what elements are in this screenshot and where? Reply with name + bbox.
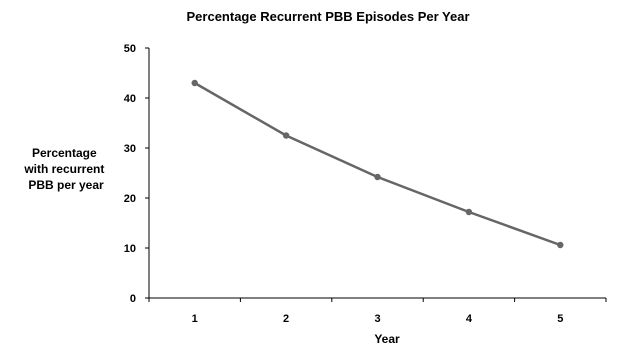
y-tick-label: 50: [124, 43, 136, 55]
y-tick-label: 40: [124, 93, 136, 105]
y-tick-label: 0: [130, 293, 136, 305]
data-point: [557, 241, 564, 249]
y-tick-label: 10: [124, 243, 136, 255]
x-tick-label: 3: [374, 313, 380, 325]
x-tick-label: 4: [466, 313, 473, 325]
y-axis-label-line-3: PBB per year: [28, 178, 104, 192]
x-axis-label: Year: [374, 332, 400, 346]
data-point: [374, 173, 381, 181]
y-tick-label: 20: [124, 193, 136, 205]
y-tick-label: 30: [124, 143, 136, 155]
x-tick-label: 2: [283, 313, 289, 325]
plot-area: [191, 79, 564, 249]
y-axis-label-line-2: with recurrent: [23, 162, 104, 176]
y-axis-label: Percentage with recurrent PBB per year: [23, 146, 107, 192]
x-tick-label: 1: [192, 313, 198, 325]
data-point: [282, 132, 290, 139]
series-line: [194, 81, 561, 247]
y-axis-label-line-1: Percentage: [32, 146, 97, 160]
x-tick-label: 5: [557, 313, 563, 325]
y-ticks: 0 10 20 30 40 50: [124, 43, 149, 305]
chart-title: Percentage Recurrent PBB Episodes Per Ye…: [187, 9, 470, 24]
data-point: [465, 208, 473, 216]
x-ticks: 1 2 3 4 5: [148, 298, 607, 325]
data-point: [191, 79, 198, 87]
